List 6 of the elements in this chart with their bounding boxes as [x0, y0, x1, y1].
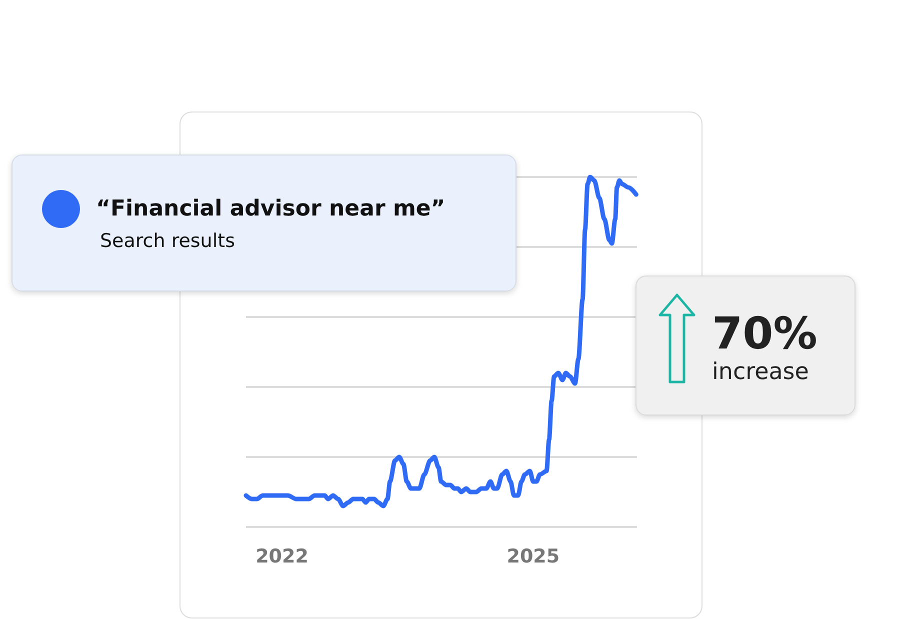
text: 70%	[712, 308, 818, 360]
x-tick-label: 2025	[506, 546, 560, 568]
text: increase	[712, 359, 809, 385]
legend-label: “Financial advisor near me”	[96, 196, 446, 222]
text: Search results	[100, 230, 235, 252]
x-tick-label: 2022	[256, 546, 308, 568]
